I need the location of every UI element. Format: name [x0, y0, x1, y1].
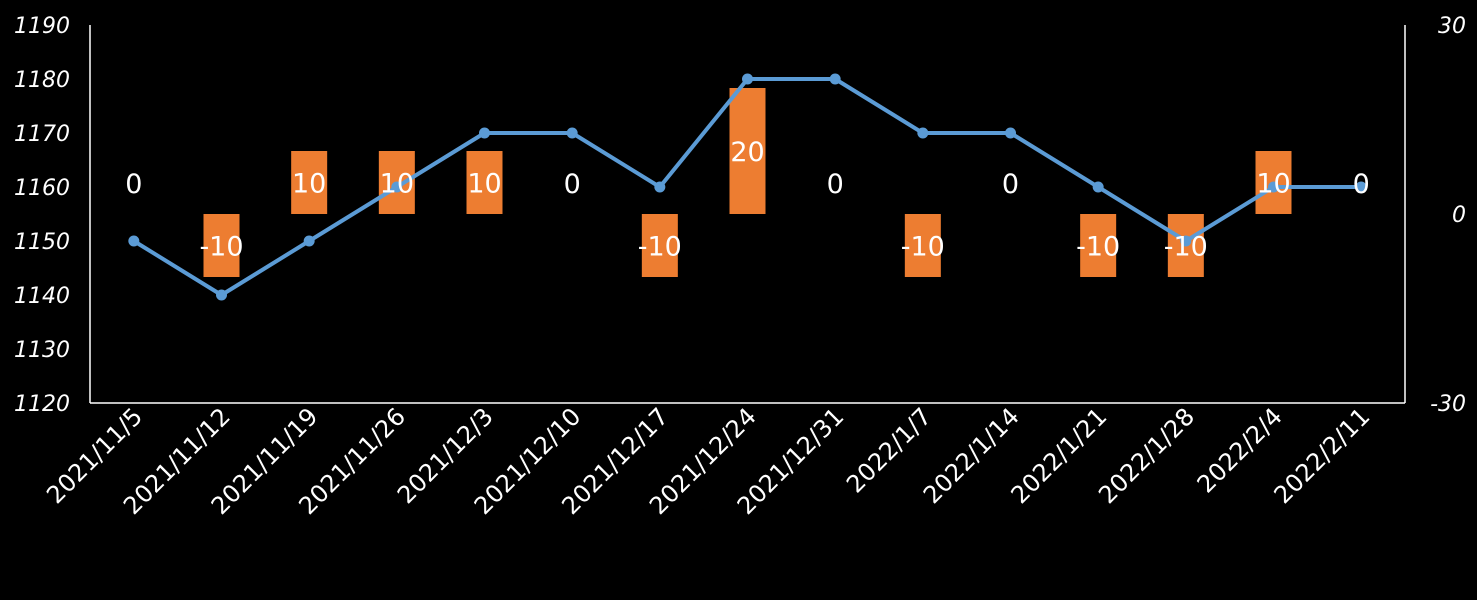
bar-data-label: 10 [292, 169, 326, 200]
bar-data-label: -10 [901, 232, 945, 263]
y-left-tick-label: 1130 [14, 338, 70, 363]
line-point [1268, 181, 1279, 193]
y-left-tick-label: 1170 [14, 122, 70, 147]
bar [729, 88, 766, 214]
line-point [654, 181, 666, 193]
line-point [303, 235, 315, 247]
bar [203, 214, 240, 277]
bar-data-label: 0 [1353, 169, 1370, 200]
y-left-tick-label: 1150 [14, 230, 70, 255]
y-left-tick-label: 1180 [14, 68, 70, 93]
bar [466, 151, 503, 214]
line-point [742, 73, 753, 85]
bar-data-label: -10 [638, 232, 682, 263]
bar [1080, 214, 1117, 277]
y-right-tick-label: 0 [1452, 203, 1466, 228]
line-series [128, 73, 1367, 301]
y-right-tick-label: -30 [1430, 392, 1466, 417]
bar-data-label: 10 [1256, 169, 1290, 200]
line-point [1005, 127, 1016, 139]
line-point [566, 127, 578, 139]
bar [904, 214, 941, 277]
bar-data-label: -10 [199, 232, 243, 263]
y-left-tick-label: 1160 [14, 176, 70, 201]
bar-data-label: -10 [1076, 232, 1120, 263]
line-point [917, 127, 929, 139]
bar-data-label: 20 [730, 137, 764, 168]
line-point [479, 127, 490, 139]
bar-data-label: 10 [380, 169, 414, 200]
line-point [128, 235, 140, 247]
bar [291, 151, 328, 214]
line-point [1180, 235, 1192, 247]
line-point [1355, 181, 1367, 193]
line-point [216, 289, 227, 301]
line-point [1092, 181, 1104, 193]
line-point [829, 73, 841, 85]
bar-series [203, 88, 1292, 277]
y-left-tick-label: 1190 [14, 14, 70, 39]
bar-data-label: 0 [125, 169, 142, 200]
y-left-tick-label: 1140 [14, 284, 70, 309]
bar-data-label: -10 [1164, 232, 1208, 263]
bar-data-label: 0 [827, 169, 844, 200]
line-point [391, 181, 403, 193]
bar-data-label: 10 [467, 169, 501, 200]
bar [641, 214, 678, 277]
y-right-tick-label: 30 [1438, 14, 1466, 39]
bar-data-labels: 0 -10 10 10 10 0 -10 20 0 -10 0 -10 -10 10 0 [125, 137, 1370, 263]
y-left-tick-label: 1120 [14, 392, 70, 417]
bar-data-label: 0 [1002, 169, 1019, 200]
bar-data-label: 0 [564, 169, 581, 200]
